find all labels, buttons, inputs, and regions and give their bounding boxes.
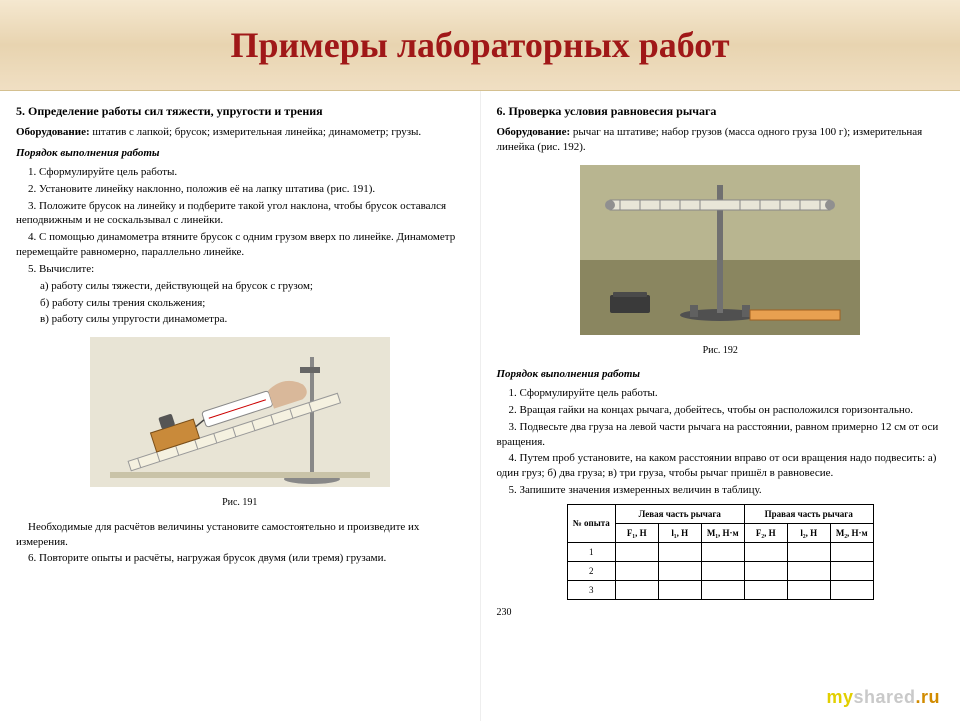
figure-192: Рис. 192 <box>497 165 945 357</box>
incline-diagram-icon <box>90 337 390 487</box>
table-row: 1 <box>567 542 873 561</box>
th-right: Правая часть рычага <box>744 504 873 523</box>
figure-191: Рис. 191 <box>16 337 464 509</box>
results-table: № опыта Левая часть рычага Правая часть … <box>567 504 874 600</box>
lab-6-order-title: Порядок выполнения работы <box>497 367 945 382</box>
th: F₁, Н <box>615 523 658 542</box>
th: F₂, Н <box>744 523 787 542</box>
lab-5-equipment: Оборудование: штатив с лапкой; брусок; и… <box>16 125 464 140</box>
equip-label: Оборудование: <box>497 126 571 138</box>
lab-5-title: 5. Определение работы сил тяжести, упруг… <box>16 103 464 119</box>
header-band: Примеры лабораторных работ <box>0 0 960 91</box>
lever-diagram-icon <box>580 165 860 335</box>
step: 1. Сформулируйте цель работы. <box>497 386 945 401</box>
step: 5. Запишите значения измеренных величин … <box>497 483 945 498</box>
step: 2. Установите линейку наклонно, положив … <box>16 182 464 197</box>
step: 5. Вычислите: <box>16 262 464 277</box>
substep: а) работу силы тяжести, действующей на б… <box>16 279 464 294</box>
equip-label: Оборудование: <box>16 126 90 138</box>
th: l₁, Н <box>658 523 701 542</box>
substep: в) работу силы упругости динамометра. <box>16 312 464 327</box>
watermark-ru: .ru <box>915 687 940 707</box>
fig-192-caption: Рис. 192 <box>497 344 945 358</box>
substep: б) работу силы трения скольжения; <box>16 296 464 311</box>
th: M₁, Н·м <box>701 523 744 542</box>
th-left: Левая часть рычага <box>615 504 744 523</box>
step: 3. Положите брусок на линейку и подберит… <box>16 199 464 229</box>
content-columns: 5. Определение работы сил тяжести, упруг… <box>0 91 960 721</box>
page-number: 230 <box>497 606 945 620</box>
table-row: 3 <box>567 580 873 599</box>
equip-text: штатив с лапкой; брусок; измерительная л… <box>92 126 421 138</box>
lab-6-column: 6. Проверка условия равновесия рычага Об… <box>481 91 960 721</box>
th: l₂, Н <box>787 523 830 542</box>
lab-5-column: 5. Определение работы сил тяжести, упруг… <box>0 91 481 721</box>
th: M₂, Н·м <box>830 523 873 542</box>
main-title: Примеры лабораторных работ <box>230 24 729 66</box>
lab-6-title: 6. Проверка условия равновесия рычага <box>497 103 945 119</box>
step: 1. Сформулируйте цель работы. <box>16 165 464 180</box>
th-exp: № опыта <box>567 504 615 542</box>
step: 3. Подвесьте два груза на левой части ры… <box>497 420 945 450</box>
lab-5-order-title: Порядок выполнения работы <box>16 146 464 161</box>
step: 4. С помощью динамометра втяните брусок … <box>16 230 464 260</box>
step: 2. Вращая гайки на концах рычага, добейт… <box>497 403 945 418</box>
watermark-shared: shared <box>853 687 915 707</box>
table-row: 2 <box>567 561 873 580</box>
watermark: myshared.ru <box>826 687 940 708</box>
lab-6-equipment: Оборудование: рычаг на штативе; набор гр… <box>497 125 945 155</box>
watermark-my: my <box>826 687 853 707</box>
step: Необходимые для расчётов величины устано… <box>16 520 464 550</box>
step: 6. Повторите опыты и расчёты, нагружая б… <box>16 551 464 566</box>
step: 4. Путем проб установите, на каком расст… <box>497 451 945 481</box>
fig-191-caption: Рис. 191 <box>16 496 464 510</box>
